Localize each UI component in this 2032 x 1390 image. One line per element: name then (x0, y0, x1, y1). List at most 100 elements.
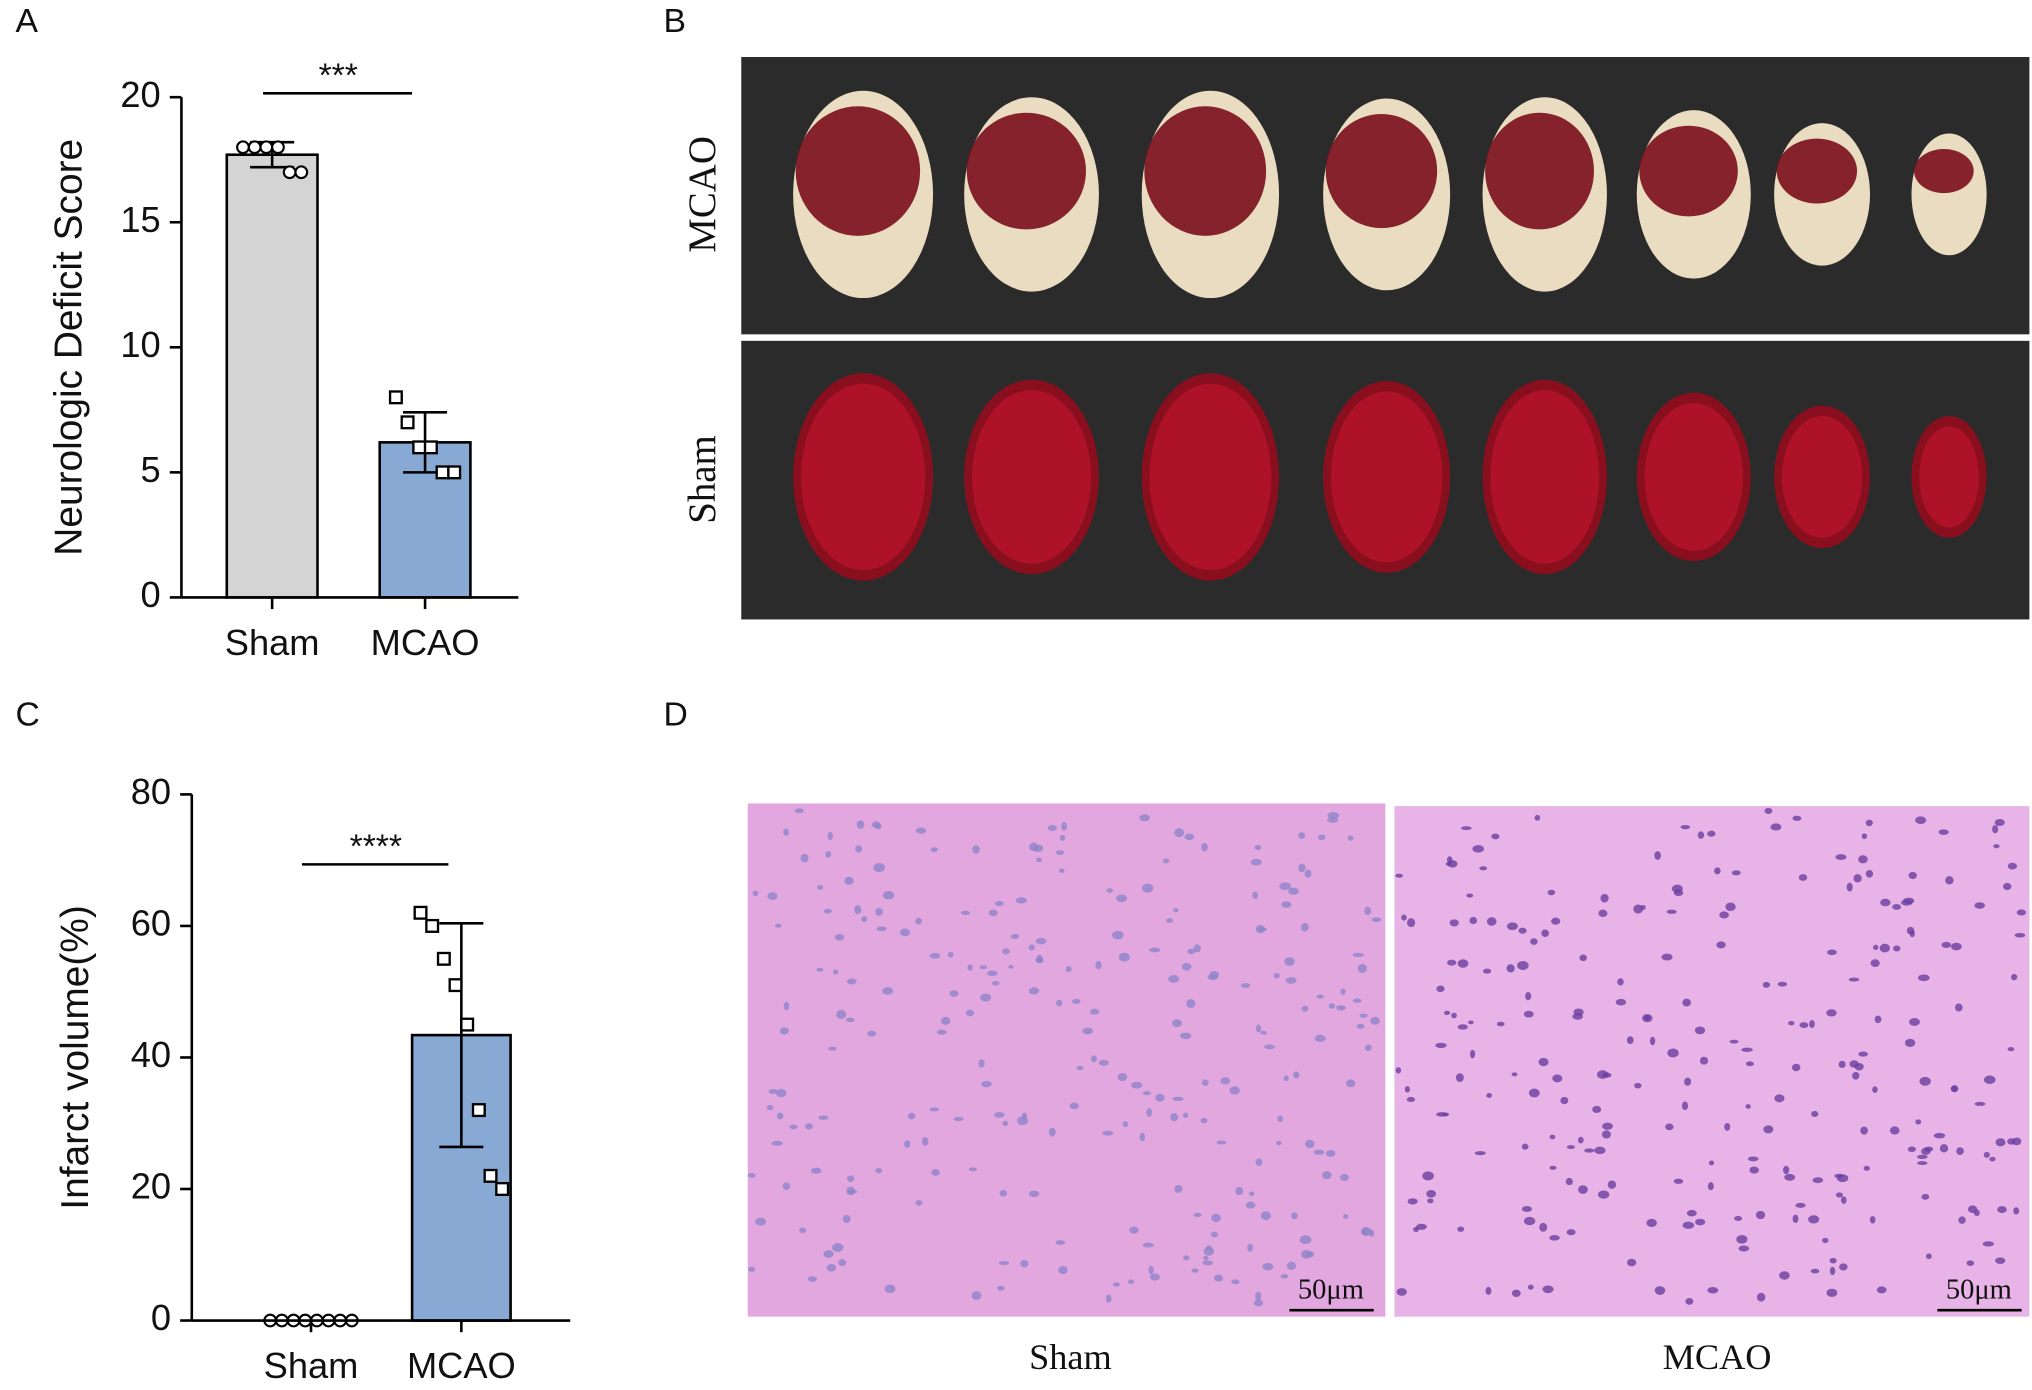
panel-label: A (16, 3, 39, 40)
cell (1918, 974, 1930, 982)
cell (1174, 828, 1185, 838)
cell (1876, 1286, 1887, 1294)
cell (1395, 1067, 1402, 1074)
y-axis-label: Infarct volume(%) (54, 905, 97, 1209)
y-tick-label: 20 (131, 1166, 171, 1207)
cell (1340, 988, 1346, 995)
cell (1364, 1044, 1372, 1052)
cell (1665, 1123, 1674, 1131)
cell (1835, 854, 1847, 861)
cell (1919, 1076, 1931, 1086)
cell (1406, 1096, 1416, 1103)
slice-stain (1144, 106, 1267, 236)
cell (842, 1214, 851, 1224)
data-point (460, 1017, 475, 1032)
cell (776, 1089, 787, 1098)
cell (1055, 850, 1065, 855)
cell (1291, 1212, 1298, 1220)
cell (1142, 1242, 1154, 1248)
cell (1231, 1279, 1240, 1285)
brain-slices (793, 90, 1987, 581)
significance-label: **** (350, 829, 402, 866)
cell (1572, 1013, 1583, 1020)
cell (940, 1016, 951, 1025)
cell (1254, 844, 1262, 851)
cell (987, 970, 998, 977)
cell (823, 908, 832, 914)
cell (768, 1089, 778, 1094)
y-tick-label: 40 (131, 1034, 171, 1075)
cell (1168, 975, 1180, 983)
row-label: Sham (681, 435, 724, 524)
cell (1617, 978, 1624, 986)
cell (1426, 1190, 1436, 1198)
cell (1155, 1093, 1165, 1102)
cell (1861, 833, 1868, 840)
cell (988, 909, 998, 917)
cell (1566, 1145, 1575, 1150)
cell (960, 910, 971, 916)
cell (1273, 973, 1280, 979)
cell (861, 916, 868, 922)
cell (1738, 1245, 1750, 1252)
cell (1795, 1202, 1806, 1208)
cell (1764, 807, 1773, 814)
cell (907, 1112, 916, 1120)
cell (782, 1182, 791, 1190)
cell (1247, 1243, 1254, 1252)
cell (1770, 823, 1782, 831)
cell (1304, 869, 1312, 878)
cell (1201, 842, 1208, 852)
cell (1186, 999, 1196, 1008)
slice-stain (795, 106, 921, 236)
cell (1511, 1289, 1521, 1297)
data-point (447, 465, 462, 480)
cell (1848, 977, 1860, 982)
cell (1682, 998, 1691, 1007)
cell (1008, 964, 1014, 969)
cell (1170, 1113, 1179, 1122)
cell (929, 952, 941, 959)
cell (1149, 947, 1161, 953)
cell (1853, 874, 1862, 883)
cell (1530, 938, 1538, 945)
cell (1707, 1286, 1719, 1294)
cell (1368, 1229, 1375, 1237)
cell (1774, 1094, 1785, 1103)
cell (1777, 981, 1788, 987)
cell (1528, 1088, 1540, 1098)
cell (767, 892, 778, 901)
cell (875, 822, 882, 830)
cell (846, 978, 857, 985)
cell (1180, 1032, 1192, 1040)
cell (1187, 948, 1196, 955)
cell (1539, 1222, 1548, 1232)
cell (1827, 949, 1837, 956)
cell (1182, 1112, 1189, 1118)
cell (1142, 883, 1154, 893)
cell (1416, 1223, 1427, 1230)
cell (1661, 953, 1673, 961)
cell (1193, 944, 1201, 953)
cell (1649, 1036, 1656, 1046)
cell (1889, 1126, 1900, 1135)
cell (1707, 1182, 1714, 1191)
cell (1162, 858, 1170, 864)
cell (748, 1266, 756, 1272)
data-point (448, 978, 463, 993)
cell (1010, 934, 1020, 940)
cell (1328, 1003, 1336, 1009)
cell (1447, 959, 1457, 966)
cell (1202, 1079, 1209, 1087)
cell (1283, 1075, 1289, 1082)
cell (1671, 884, 1683, 893)
cell (1139, 814, 1150, 822)
cell (968, 1167, 978, 1172)
cell (1061, 821, 1068, 831)
cell (1359, 1013, 1368, 1018)
cell (929, 1107, 940, 1112)
cell (1893, 945, 1901, 952)
cell (1082, 1027, 1094, 1035)
cell (1784, 1173, 1796, 1181)
